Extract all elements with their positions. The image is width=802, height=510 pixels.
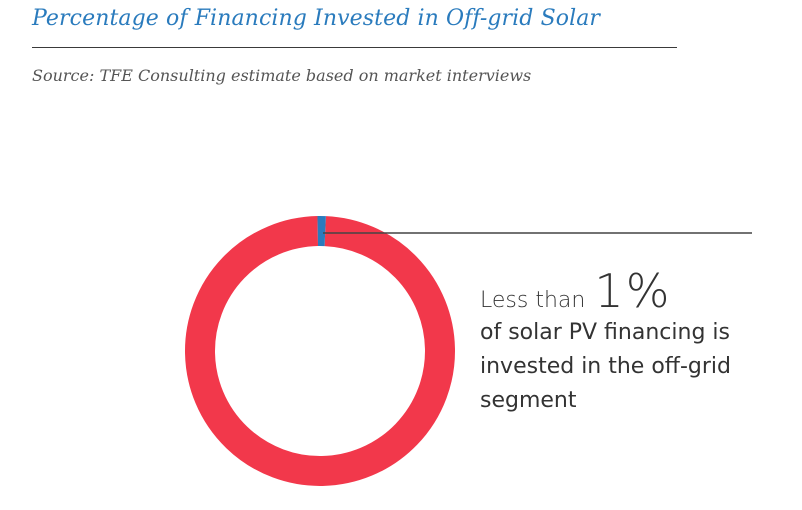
chart-title: Percentage of Financing Invested in Off-… — [32, 6, 601, 31]
annotation-lead: Less than — [480, 288, 586, 313]
chart-annotation: Less than 1% of solar PV financing is in… — [480, 268, 790, 418]
slice-off-grid — [185, 216, 455, 486]
slice-remainder — [185, 216, 455, 486]
annotation-headline: Less than 1% — [480, 268, 790, 314]
chart-source: Source: TFE Consulting estimate based on… — [32, 66, 532, 85]
annotation-value: 1% — [594, 264, 672, 318]
annotation-text: of solar PV financing is invested in the… — [480, 320, 731, 413]
title-underline — [32, 47, 677, 48]
donut-slices — [185, 216, 455, 486]
